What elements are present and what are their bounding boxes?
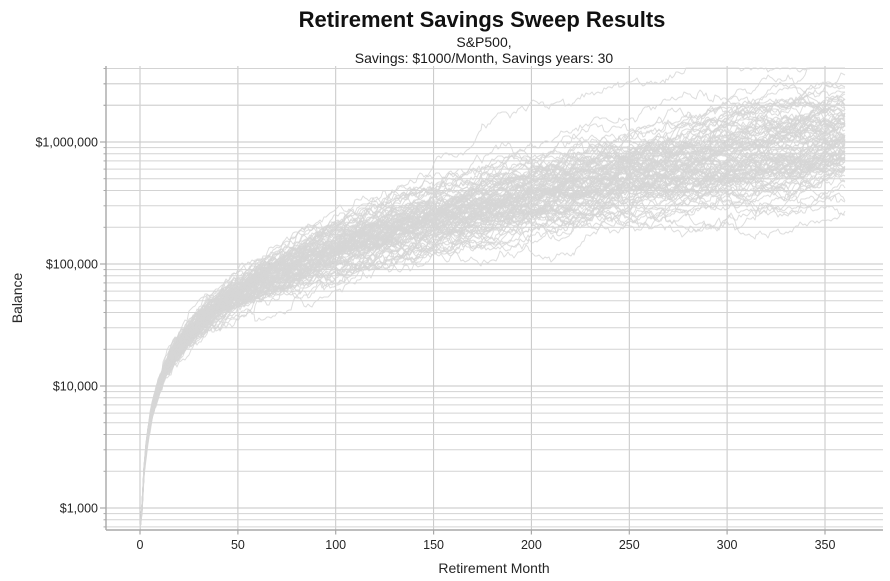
y-tick-label: $10,000 (53, 379, 98, 393)
trace-line (139, 90, 846, 531)
x-tick-label: 100 (325, 538, 346, 552)
x-tick-label: 50 (231, 538, 245, 552)
trace-line (139, 197, 845, 531)
trace-line (139, 128, 846, 531)
trace-line (139, 122, 846, 531)
x-tick-label: 350 (815, 538, 836, 552)
simulation-traces (139, 67, 846, 531)
trace-line (139, 131, 846, 531)
trace-line (139, 101, 846, 531)
y-tick-label: $1,000 (60, 501, 98, 515)
trace-line (139, 90, 845, 531)
chart-title: Retirement Savings Sweep Results (299, 7, 666, 32)
y-axis-label: Balance (9, 272, 25, 323)
trace-line (139, 140, 846, 531)
trace-line (139, 149, 846, 531)
trace-line (139, 81, 845, 531)
x-tick-label: 0 (137, 538, 144, 552)
trace-line (139, 150, 846, 531)
trace-line (139, 101, 845, 531)
x-tick-label: 150 (423, 538, 444, 552)
axes-spines-ticks (100, 66, 883, 535)
chart-subtitle-line1: S&P500, (456, 34, 511, 50)
tick-labels: 0 50 100 150 200 250 300 350 $1,000 $10,000 $100,0… (35, 135, 835, 552)
trace-line (139, 184, 846, 531)
trace-line (139, 81, 846, 531)
y-tick-label: $100,000 (46, 257, 98, 271)
trace-line (139, 139, 846, 531)
trace-line (139, 166, 846, 531)
x-axis-label: Retirement Month (438, 560, 549, 576)
trace-line (139, 117, 846, 531)
x-tick-label: 300 (717, 538, 738, 552)
trace-line (139, 148, 845, 531)
x-tick-label: 250 (619, 538, 640, 552)
trace-line (139, 208, 846, 531)
trace-line (139, 150, 846, 531)
x-tick-label: 200 (521, 538, 542, 552)
trace-line (139, 138, 846, 531)
trace-line (139, 192, 846, 531)
y-tick-label: $1,000,000 (35, 135, 98, 149)
chart-subtitle-line2: Savings: $1000/Month, Savings years: 30 (355, 50, 614, 66)
